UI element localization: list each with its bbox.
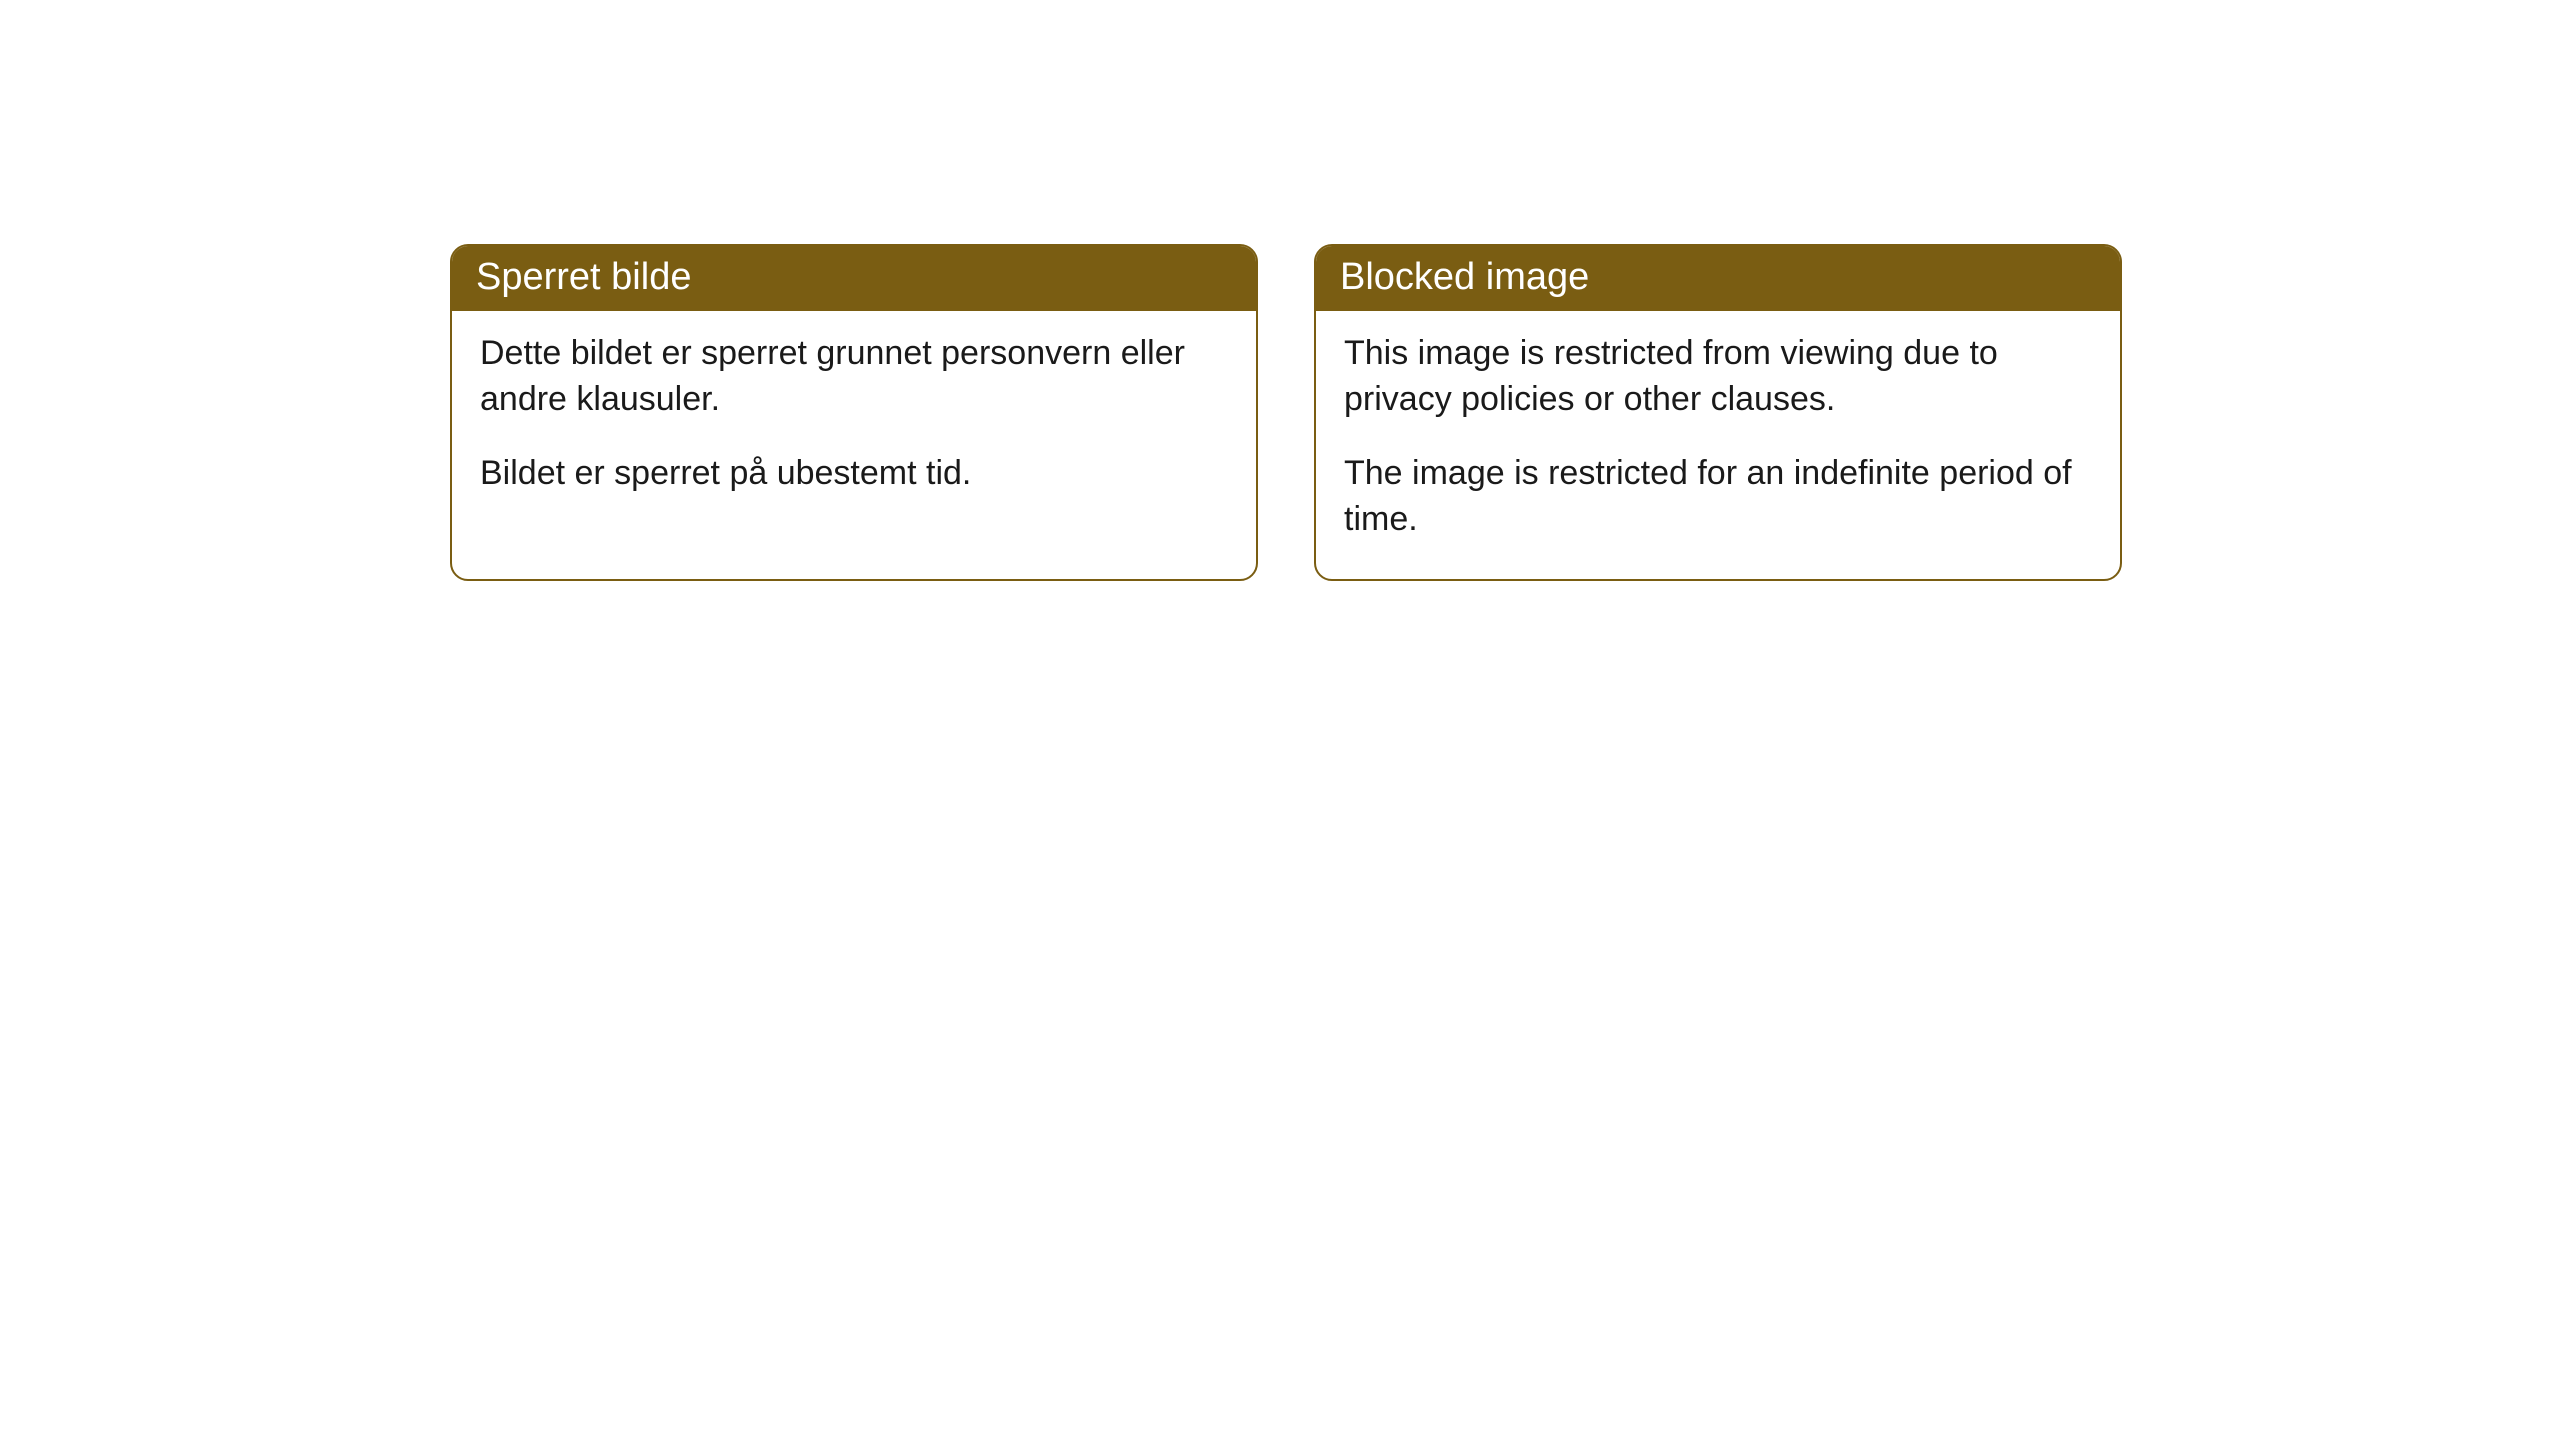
notice-card-english: Blocked image This image is restricted f…	[1314, 244, 2122, 581]
notice-container: Sperret bilde Dette bildet er sperret gr…	[0, 0, 2560, 581]
card-body: Dette bildet er sperret grunnet personve…	[452, 311, 1256, 533]
card-paragraph: Dette bildet er sperret grunnet personve…	[480, 331, 1228, 423]
card-paragraph: The image is restricted for an indefinit…	[1344, 451, 2092, 543]
card-title: Blocked image	[1340, 256, 1589, 298]
card-body: This image is restricted from viewing du…	[1316, 311, 2120, 579]
card-paragraph: Bildet er sperret på ubestemt tid.	[480, 451, 1228, 497]
card-header: Blocked image	[1316, 246, 2120, 311]
card-paragraph: This image is restricted from viewing du…	[1344, 331, 2092, 423]
notice-card-norwegian: Sperret bilde Dette bildet er sperret gr…	[450, 244, 1258, 581]
card-title: Sperret bilde	[476, 256, 691, 298]
card-header: Sperret bilde	[452, 246, 1256, 311]
